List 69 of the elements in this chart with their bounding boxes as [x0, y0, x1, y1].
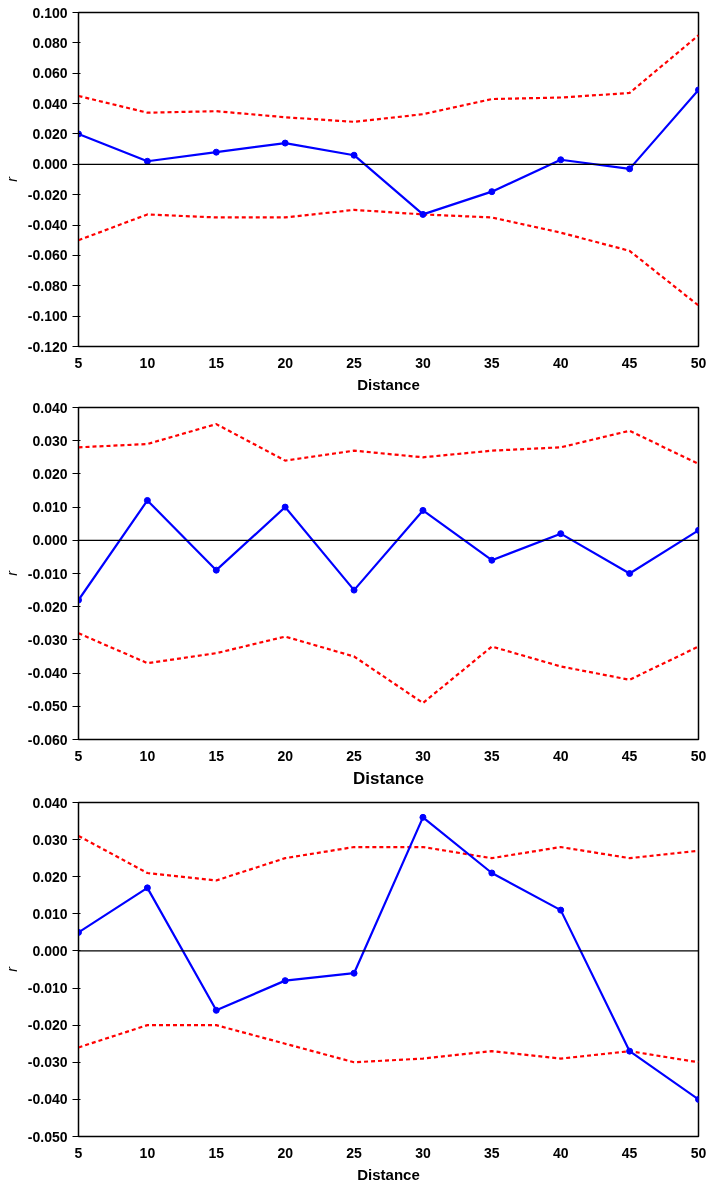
x-tick-label: 40: [552, 354, 569, 371]
x-tick-label: 35: [484, 747, 500, 764]
x-tick-label: 45: [621, 1144, 638, 1161]
y-tick-label: -0.120: [27, 338, 68, 355]
x-tick-label: 15: [208, 747, 225, 764]
x-tick-label: 15: [208, 1144, 225, 1161]
y-tick-label: -0.080: [27, 277, 68, 294]
y-tick-label: 0.030: [32, 432, 68, 449]
y-tick-label: 0.000: [32, 942, 68, 959]
x-tick-label: 30: [415, 747, 431, 764]
y-tick-label: -0.060: [27, 247, 68, 264]
x-tick-label: 5: [74, 354, 83, 371]
x-tick-label: 20: [277, 1144, 294, 1161]
x-tick-label: 35: [484, 1144, 500, 1161]
y-tick-label: -0.060: [27, 731, 68, 748]
y-tick-label: -0.030: [27, 1054, 68, 1071]
y-tick-label: 0.100: [32, 4, 68, 21]
x-tick-label: 20: [277, 354, 294, 371]
x-axis-title: Distance: [357, 375, 420, 393]
y-tick-label: -0.010: [27, 980, 68, 997]
x-tick-label: 25: [346, 354, 363, 371]
x-tick-label: 5: [74, 747, 83, 764]
y-tick-label: 0.020: [32, 125, 68, 142]
y-tick-label: -0.010: [27, 565, 68, 582]
x-tick-label: 35: [484, 354, 500, 371]
x-tick-label: 10: [139, 1144, 156, 1161]
y-tick-label: 0.000: [32, 532, 68, 549]
x-tick-label: 40: [552, 747, 569, 764]
y-tick-label: 0.020: [32, 868, 68, 885]
y-tick-label: -0.100: [27, 308, 68, 325]
y-axis-title: r: [3, 965, 20, 972]
y-tick-label: 0.020: [32, 465, 68, 482]
x-axis-title: Distance: [357, 1165, 420, 1183]
x-tick-label: 50: [690, 354, 707, 371]
y-axis-title: r: [3, 569, 20, 576]
y-tick-label: 0.000: [32, 156, 68, 173]
x-tick-label: 40: [552, 1144, 569, 1161]
y-tick-label: -0.030: [27, 631, 68, 648]
x-tick-label: 5: [74, 1144, 83, 1161]
x-tick-label: 10: [139, 747, 156, 764]
x-tick-label: 30: [415, 354, 431, 371]
y-axis-title: r: [3, 175, 20, 182]
x-tick-label: 25: [346, 747, 363, 764]
y-tick-label: 0.080: [32, 34, 68, 51]
y-tick-label: -0.040: [27, 217, 68, 234]
y-tick-label: -0.050: [27, 1128, 68, 1145]
y-tick-label: 0.030: [32, 831, 68, 848]
y-tick-label: 0.040: [32, 399, 68, 416]
y-tick-label: 0.040: [32, 794, 68, 811]
y-tick-label: -0.050: [27, 698, 68, 715]
x-tick-label: 50: [690, 747, 707, 764]
x-tick-label: 50: [690, 1144, 707, 1161]
x-tick-label: 15: [208, 354, 225, 371]
y-tick-label: 0.010: [32, 499, 68, 516]
y-tick-label: -0.040: [27, 1091, 68, 1108]
x-tick-label: 45: [621, 354, 638, 371]
x-tick-label: 10: [139, 354, 156, 371]
x-tick-label: 25: [346, 1144, 363, 1161]
x-tick-label: 20: [277, 747, 294, 764]
y-tick-label: -0.020: [27, 186, 68, 203]
y-tick-label: 0.010: [32, 905, 68, 922]
y-tick-label: 0.040: [32, 95, 68, 112]
x-axis-title: Distance: [353, 768, 424, 788]
y-tick-label: -0.020: [27, 1017, 68, 1034]
y-tick-label: -0.040: [27, 665, 68, 682]
x-tick-label: 45: [621, 747, 638, 764]
x-tick-label: 30: [415, 1144, 431, 1161]
y-tick-label: -0.020: [27, 598, 68, 615]
y-tick-label: 0.060: [32, 65, 68, 82]
